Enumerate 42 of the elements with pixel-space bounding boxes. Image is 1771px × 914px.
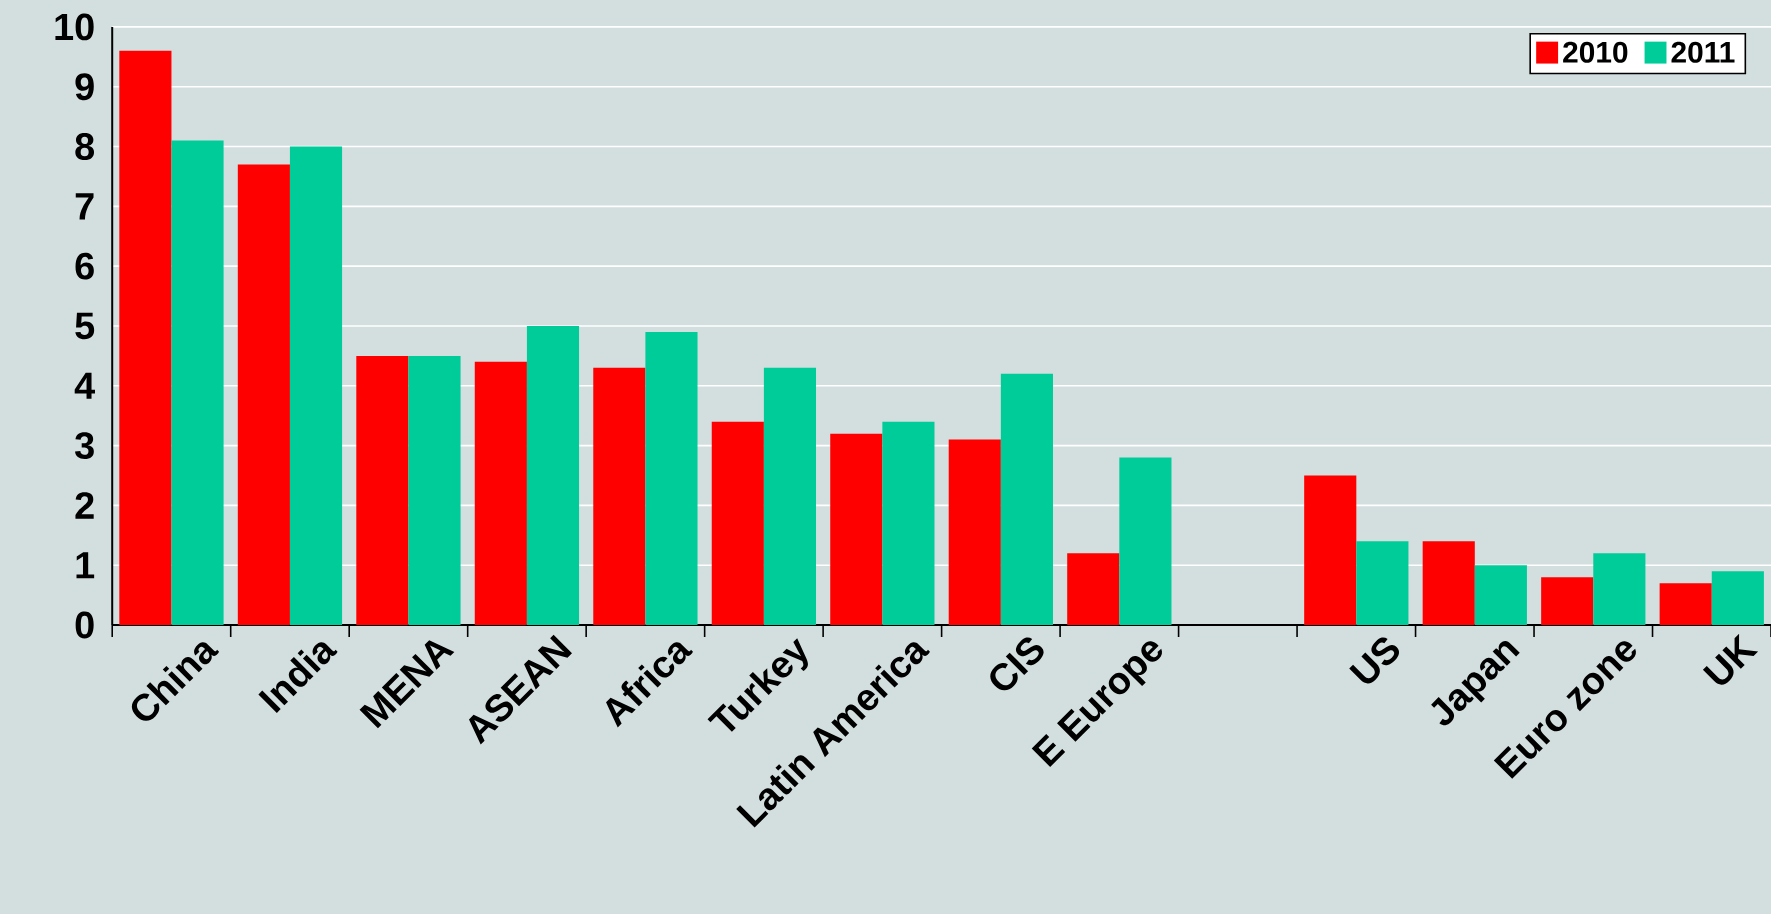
bar bbox=[474, 361, 527, 625]
bar bbox=[1541, 577, 1594, 625]
y-tick-label: 6 bbox=[75, 252, 94, 280]
y-tick-label: 10 bbox=[55, 13, 94, 41]
y-tick-label: 5 bbox=[75, 312, 95, 340]
bar bbox=[289, 146, 343, 625]
bar bbox=[711, 421, 764, 625]
bar bbox=[763, 367, 817, 625]
bar bbox=[593, 367, 646, 625]
bar bbox=[1422, 541, 1475, 625]
bar bbox=[171, 140, 224, 625]
legend-label: 2010 bbox=[1563, 41, 1628, 63]
x-tick-label: CIS bbox=[990, 637, 1044, 691]
y-tick-label: 9 bbox=[75, 73, 94, 101]
y-tick-label: 1 bbox=[76, 552, 95, 579]
x-tick-label: US bbox=[1349, 637, 1400, 684]
bar bbox=[1659, 583, 1712, 625]
bar bbox=[356, 355, 409, 625]
bar bbox=[1067, 553, 1120, 625]
bar bbox=[948, 439, 1001, 625]
y-tick-label: 0 bbox=[75, 611, 94, 639]
bar bbox=[237, 164, 290, 625]
bar bbox=[1304, 475, 1357, 625]
y-tick-label: 2 bbox=[75, 492, 94, 519]
bar bbox=[1593, 553, 1646, 625]
bar bbox=[1711, 571, 1764, 625]
y-tick-label: 4 bbox=[74, 372, 95, 399]
bar bbox=[645, 331, 698, 625]
bar bbox=[526, 325, 580, 625]
bar bbox=[1119, 457, 1172, 625]
bar bbox=[830, 433, 883, 625]
bar bbox=[882, 421, 935, 625]
y-tick-label: 3 bbox=[75, 432, 94, 459]
bar bbox=[1474, 565, 1527, 625]
bar bbox=[119, 50, 172, 625]
y-tick-label: 8 bbox=[75, 133, 95, 160]
bar bbox=[408, 355, 461, 625]
legend-label: 2011 bbox=[1671, 41, 1735, 63]
x-tick-label: UK bbox=[1702, 633, 1759, 685]
bar bbox=[1356, 541, 1409, 625]
y-tick-label: 7 bbox=[75, 193, 94, 220]
bar bbox=[1000, 373, 1053, 625]
